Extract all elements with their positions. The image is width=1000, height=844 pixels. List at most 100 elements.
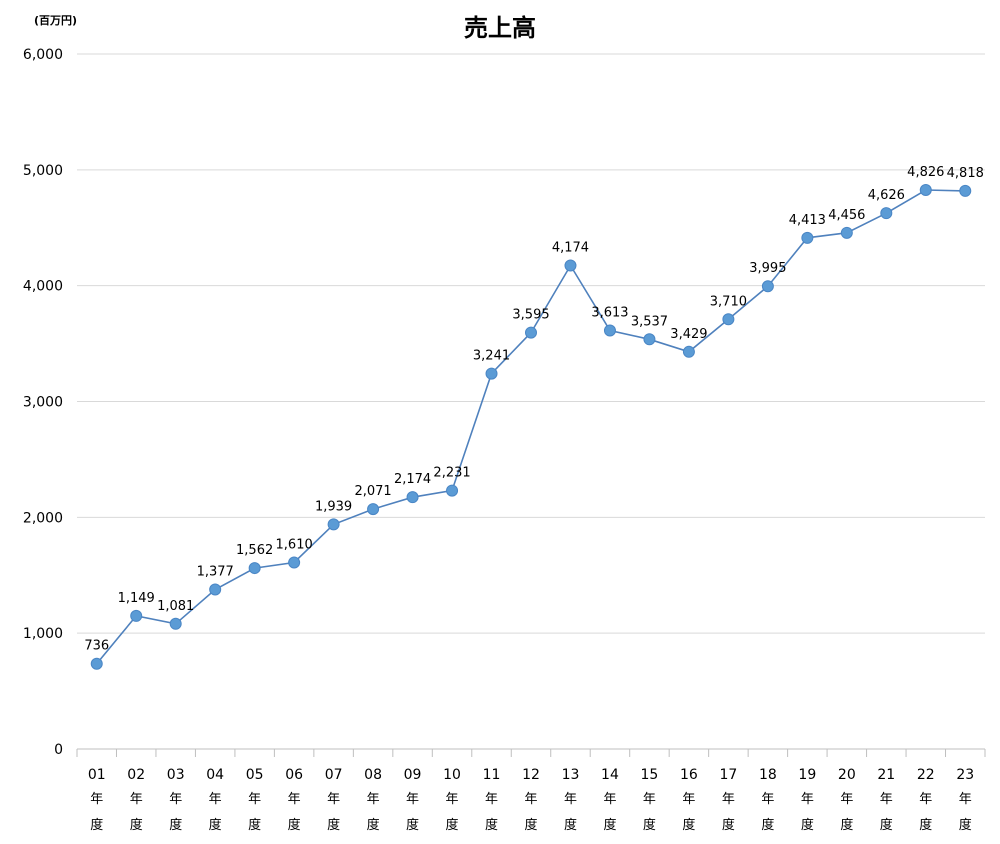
- data-label: 1,377: [197, 564, 234, 579]
- data-point: [840, 226, 853, 239]
- x-tick-label-number: 15: [641, 767, 659, 783]
- x-tick-label-char-1: 年: [90, 792, 103, 807]
- data-label: 4,174: [552, 241, 589, 256]
- data-label: 1,939: [315, 499, 352, 514]
- x-tick-label-number: 19: [798, 767, 816, 783]
- x-tick-label-char-1: 年: [446, 792, 459, 807]
- data-point: [367, 503, 380, 516]
- data-label: 4,456: [828, 208, 865, 223]
- x-tick-label-char-1: 年: [288, 792, 301, 807]
- chart-title: 売上高: [464, 14, 536, 42]
- data-point: [90, 657, 103, 670]
- x-tick-label-number: 13: [562, 767, 580, 783]
- data-point: [288, 556, 301, 569]
- data-point: [643, 333, 656, 346]
- x-tick-label-char-2: 度: [130, 817, 143, 833]
- data-label: 3,595: [512, 308, 549, 323]
- x-tick-label-number: 01: [88, 767, 106, 783]
- x-tick-label-number: 14: [601, 767, 619, 783]
- data-label: 4,413: [789, 213, 826, 228]
- y-tick-label: 5,000: [23, 163, 63, 179]
- x-tick-label-char-1: 年: [130, 792, 143, 807]
- y-tick-label: 3,000: [23, 395, 63, 411]
- x-tick-label-char-1: 年: [682, 792, 695, 807]
- y-tick-label: 0: [54, 742, 63, 758]
- data-point: [880, 207, 893, 220]
- x-tick-label-char-1: 年: [524, 792, 537, 807]
- series-line: [96, 189, 966, 665]
- data-label: 1,081: [157, 599, 194, 614]
- unit-label: (百万円): [34, 14, 78, 27]
- data-point: [919, 183, 932, 196]
- gridlines: [77, 53, 985, 634]
- x-tick-label-char-1: 年: [603, 792, 616, 807]
- x-tick-label-char-2: 度: [564, 817, 577, 833]
- x-tick-label-char-2: 度: [524, 817, 537, 833]
- data-label: 3,613: [591, 305, 628, 320]
- x-tick-label-char-1: 年: [564, 792, 577, 807]
- data-point: [564, 259, 577, 272]
- data-label: 1,610: [276, 538, 313, 553]
- x-tick-label-number: 04: [206, 767, 224, 783]
- x-tick-label-char-2: 度: [722, 817, 735, 833]
- x-tick-label-char-2: 度: [367, 817, 380, 833]
- x-tick-label-char-1: 年: [169, 792, 182, 807]
- x-tick-label-char-2: 度: [446, 817, 459, 833]
- data-label: 3,241: [473, 349, 510, 364]
- x-tick-label-char-1: 年: [959, 792, 972, 807]
- data-label: 2,231: [433, 466, 470, 481]
- x-tick-label-number: 07: [325, 767, 343, 783]
- x-tick-label-char-2: 度: [761, 817, 774, 833]
- data-point: [446, 484, 459, 497]
- x-tick-label-char-2: 度: [90, 817, 103, 833]
- x-tick-label-char-1: 年: [209, 792, 222, 807]
- x-tick-label-char-1: 年: [761, 792, 774, 807]
- x-tick-label-number: 05: [246, 767, 264, 783]
- x-tick-label-char-1: 年: [367, 792, 380, 807]
- data-label: 3,710: [710, 294, 747, 309]
- data-label: 736: [84, 639, 109, 654]
- x-tick-label-number: 11: [483, 767, 501, 783]
- x-tick-label-char-2: 度: [682, 817, 695, 833]
- data-label: 1,562: [236, 543, 273, 558]
- x-tick-label-char-2: 度: [919, 817, 932, 833]
- y-tick-label: 2,000: [23, 510, 63, 526]
- data-point: [485, 367, 498, 380]
- data-point: [959, 184, 972, 197]
- data-label: 4,626: [868, 188, 905, 203]
- data-label: 2,071: [354, 484, 391, 499]
- x-tick-label-number: 21: [877, 767, 895, 783]
- data-label: 3,537: [631, 314, 668, 329]
- data-point: [603, 324, 616, 337]
- x-tick-label-char-1: 年: [919, 792, 932, 807]
- x-tick-label-number: 16: [680, 767, 698, 783]
- x-tick-label-number: 18: [759, 767, 777, 783]
- x-tick-label-number: 06: [285, 767, 303, 783]
- x-tick-label-char-2: 度: [485, 817, 498, 833]
- y-axis: 0 1,000 2,000 3,000 4,000 5,000 6,000: [23, 47, 63, 758]
- data-point: [801, 231, 814, 244]
- data-label: 1,149: [118, 591, 155, 606]
- data-point: [169, 617, 182, 630]
- data-label: 2,174: [394, 472, 431, 487]
- data-point: [761, 280, 774, 293]
- x-tick-label-char-1: 年: [801, 792, 814, 807]
- x-tick-label-char-2: 度: [880, 817, 893, 833]
- x-tick-label-char-2: 度: [840, 817, 853, 833]
- data-point: [682, 345, 695, 358]
- x-tick-label-char-1: 年: [643, 792, 656, 807]
- x-axis: 01 年度 02 年度 03 年度 04 年度 05 年度 06 年度 07 年度 08 年度 09 年度 10 年度…: [76, 748, 986, 833]
- x-tick-label-char-1: 年: [880, 792, 893, 807]
- x-tick-label-char-2: 度: [169, 817, 182, 833]
- x-tick-label-char-2: 度: [288, 817, 301, 833]
- x-tick-label-number: 23: [956, 767, 974, 783]
- x-tick-label-char-1: 年: [722, 792, 735, 807]
- x-tick-label-number: 02: [127, 767, 145, 783]
- data-point: [525, 326, 537, 339]
- data-label: 4,818: [947, 166, 984, 181]
- x-tick-label-char-2: 度: [643, 817, 656, 833]
- x-tick-label-char-2: 度: [959, 817, 972, 833]
- data-point: [248, 562, 261, 575]
